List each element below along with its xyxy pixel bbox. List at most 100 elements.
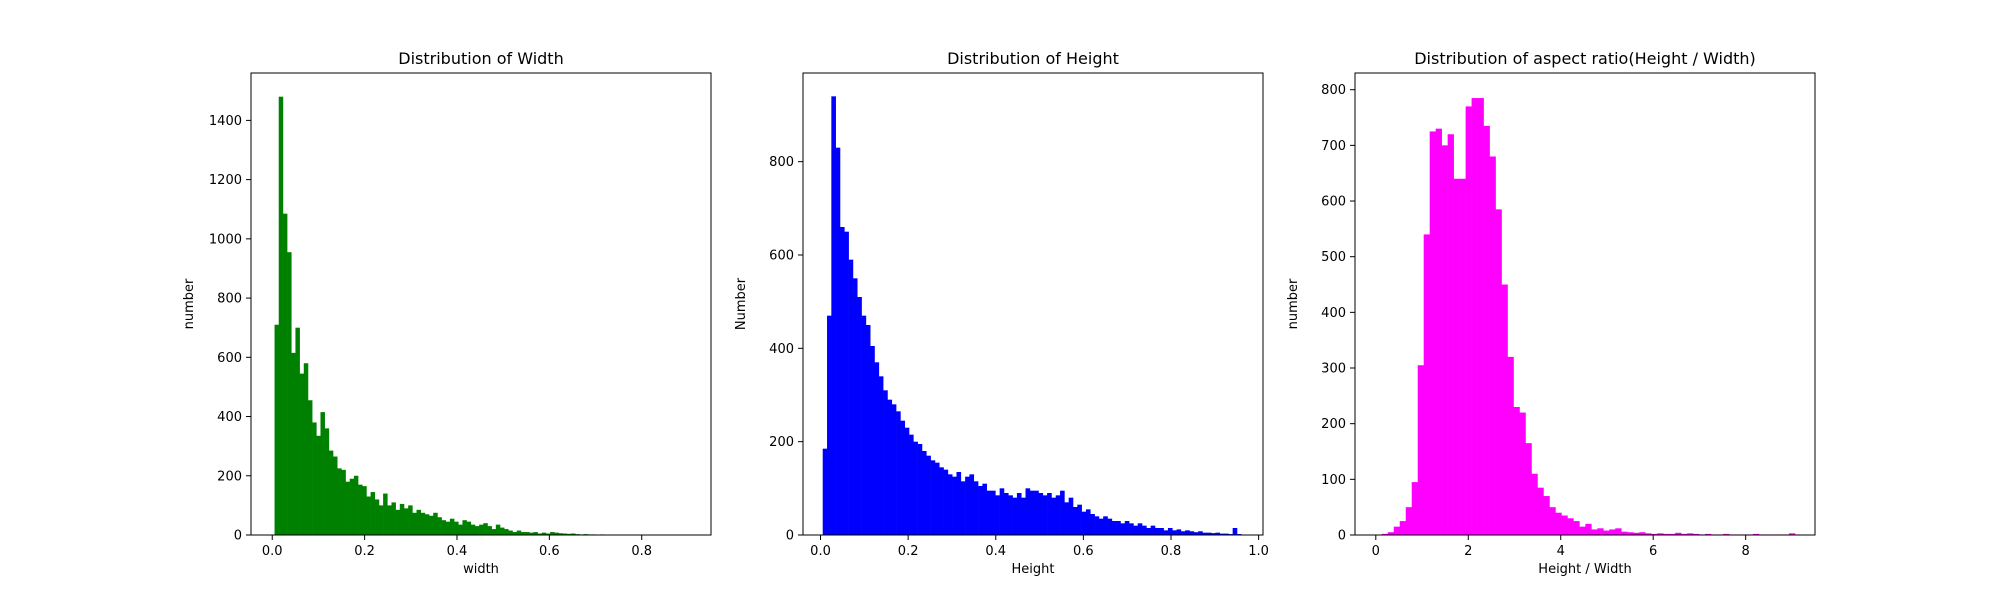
histogram-bar [947, 474, 953, 535]
histogram-bar [1459, 178, 1466, 535]
histogram-bar [395, 509, 401, 535]
histogram-bar [570, 533, 576, 535]
histogram-bar [345, 481, 351, 535]
y-tick-label: 1000 [209, 232, 242, 247]
histogram-bar [274, 324, 280, 535]
histogram-bar [1081, 511, 1087, 535]
histogram-bar [387, 505, 392, 535]
x-tick-label: 8 [1742, 544, 1750, 559]
histogram-bar [1003, 493, 1009, 535]
histogram-bar [374, 499, 380, 535]
histogram-bar [1417, 365, 1424, 535]
histogram-bar [1399, 521, 1407, 535]
histogram-bar [839, 227, 845, 535]
histogram-bar [1477, 98, 1484, 536]
histogram-bar [1189, 531, 1195, 535]
histogram-bar [1639, 532, 1646, 535]
y-tick-label: 100 [1321, 473, 1346, 488]
histogram-bar [1038, 493, 1044, 535]
histogram-bar [512, 532, 518, 535]
histogram-bar [1142, 525, 1147, 535]
histogram-bar [462, 520, 467, 535]
y-axis-label: number [182, 278, 197, 329]
axes-frame [802, 72, 1264, 536]
histogram-bar [1094, 516, 1100, 535]
histogram-bar [1012, 497, 1018, 535]
histogram-bar [1154, 528, 1160, 535]
histogram-bar [857, 297, 862, 535]
y-tick-label: 0 [234, 529, 242, 544]
histogram-bar [1068, 497, 1074, 535]
histogram-bar [1215, 532, 1221, 535]
histogram-bar [939, 467, 944, 535]
x-tick-label: 0.0 [810, 544, 831, 559]
histogram-bar [424, 514, 430, 535]
histogram-bar [1669, 533, 1676, 535]
histogram-bar [525, 532, 530, 535]
y-tick-label: 400 [1321, 306, 1346, 321]
y-tick-label: 600 [217, 351, 242, 366]
y-tick-label: 1400 [209, 114, 242, 129]
y-tick-label: 800 [217, 292, 242, 307]
histogram-bar [416, 509, 421, 535]
histogram-bar [1124, 521, 1130, 535]
histogram-bar [1085, 509, 1091, 535]
histogram-bar [1525, 443, 1532, 535]
histogram-bar [412, 512, 417, 535]
histogram-bar [1519, 412, 1526, 535]
axes-frame [250, 72, 712, 536]
histogram-bar [1232, 528, 1238, 535]
histogram-bar [324, 428, 330, 535]
histogram-bar [930, 460, 936, 535]
histogram-bar [1633, 532, 1640, 535]
y-tick-label: 400 [769, 342, 794, 357]
histogram-bar [1471, 98, 1478, 536]
histogram-bar [1621, 531, 1628, 535]
y-axis-label: Number [734, 277, 749, 330]
histogram-bar [495, 524, 501, 535]
histogram-bar [874, 362, 880, 535]
histogram-bar [1202, 532, 1208, 535]
histogram-bar [487, 526, 492, 535]
chart-title: Distribution of aspect ratio(Height / Wi… [1414, 49, 1756, 68]
histogram-bar [1561, 515, 1568, 535]
histogram-bar [1567, 518, 1574, 535]
histogram-bar [429, 515, 434, 535]
histogram-bar [1405, 507, 1413, 535]
y-tick-label: 1200 [209, 173, 242, 188]
y-tick-label: 200 [217, 469, 242, 484]
histogram-height-panel: Distribution of Height Height Number 0.0… [734, 49, 1269, 577]
histogram-bar [529, 532, 534, 535]
y-tick-label: 200 [769, 435, 794, 450]
histogram-bar [1159, 528, 1164, 535]
histogram-bar [420, 512, 426, 535]
histogram-bar [445, 521, 451, 535]
histogram-bar [917, 444, 923, 535]
histogram-bar [1393, 526, 1401, 535]
histogram-bar [1146, 528, 1151, 535]
histogram-bar [1180, 531, 1186, 535]
histogram-bar [1029, 490, 1035, 535]
histogram-bar [1051, 497, 1057, 535]
histogram-bar [1073, 507, 1078, 535]
histogram-bar [366, 496, 371, 535]
histogram-bar [965, 476, 970, 535]
histogram-bar [474, 526, 480, 535]
histogram-bar [913, 441, 918, 535]
y-tick-label: 0 [1338, 529, 1346, 544]
x-axis-label: Height / Width [1538, 562, 1631, 577]
histogram-bar [303, 363, 309, 535]
chart-title: Distribution of Height [947, 49, 1119, 68]
histogram-bar [1172, 530, 1177, 535]
histogram-bar [852, 278, 858, 535]
histogram-bar [1465, 106, 1472, 536]
histogram-bar [1176, 529, 1182, 535]
histogram-bar [408, 505, 413, 535]
histogram-bar [822, 448, 828, 535]
x-axis-label: Height [1012, 562, 1055, 577]
histogram-bar [399, 503, 405, 535]
histogram-bar [1185, 530, 1190, 535]
histogram-bar [1090, 514, 1095, 535]
x-tick-label: 0.8 [631, 544, 652, 559]
histogram-bar [969, 474, 975, 535]
